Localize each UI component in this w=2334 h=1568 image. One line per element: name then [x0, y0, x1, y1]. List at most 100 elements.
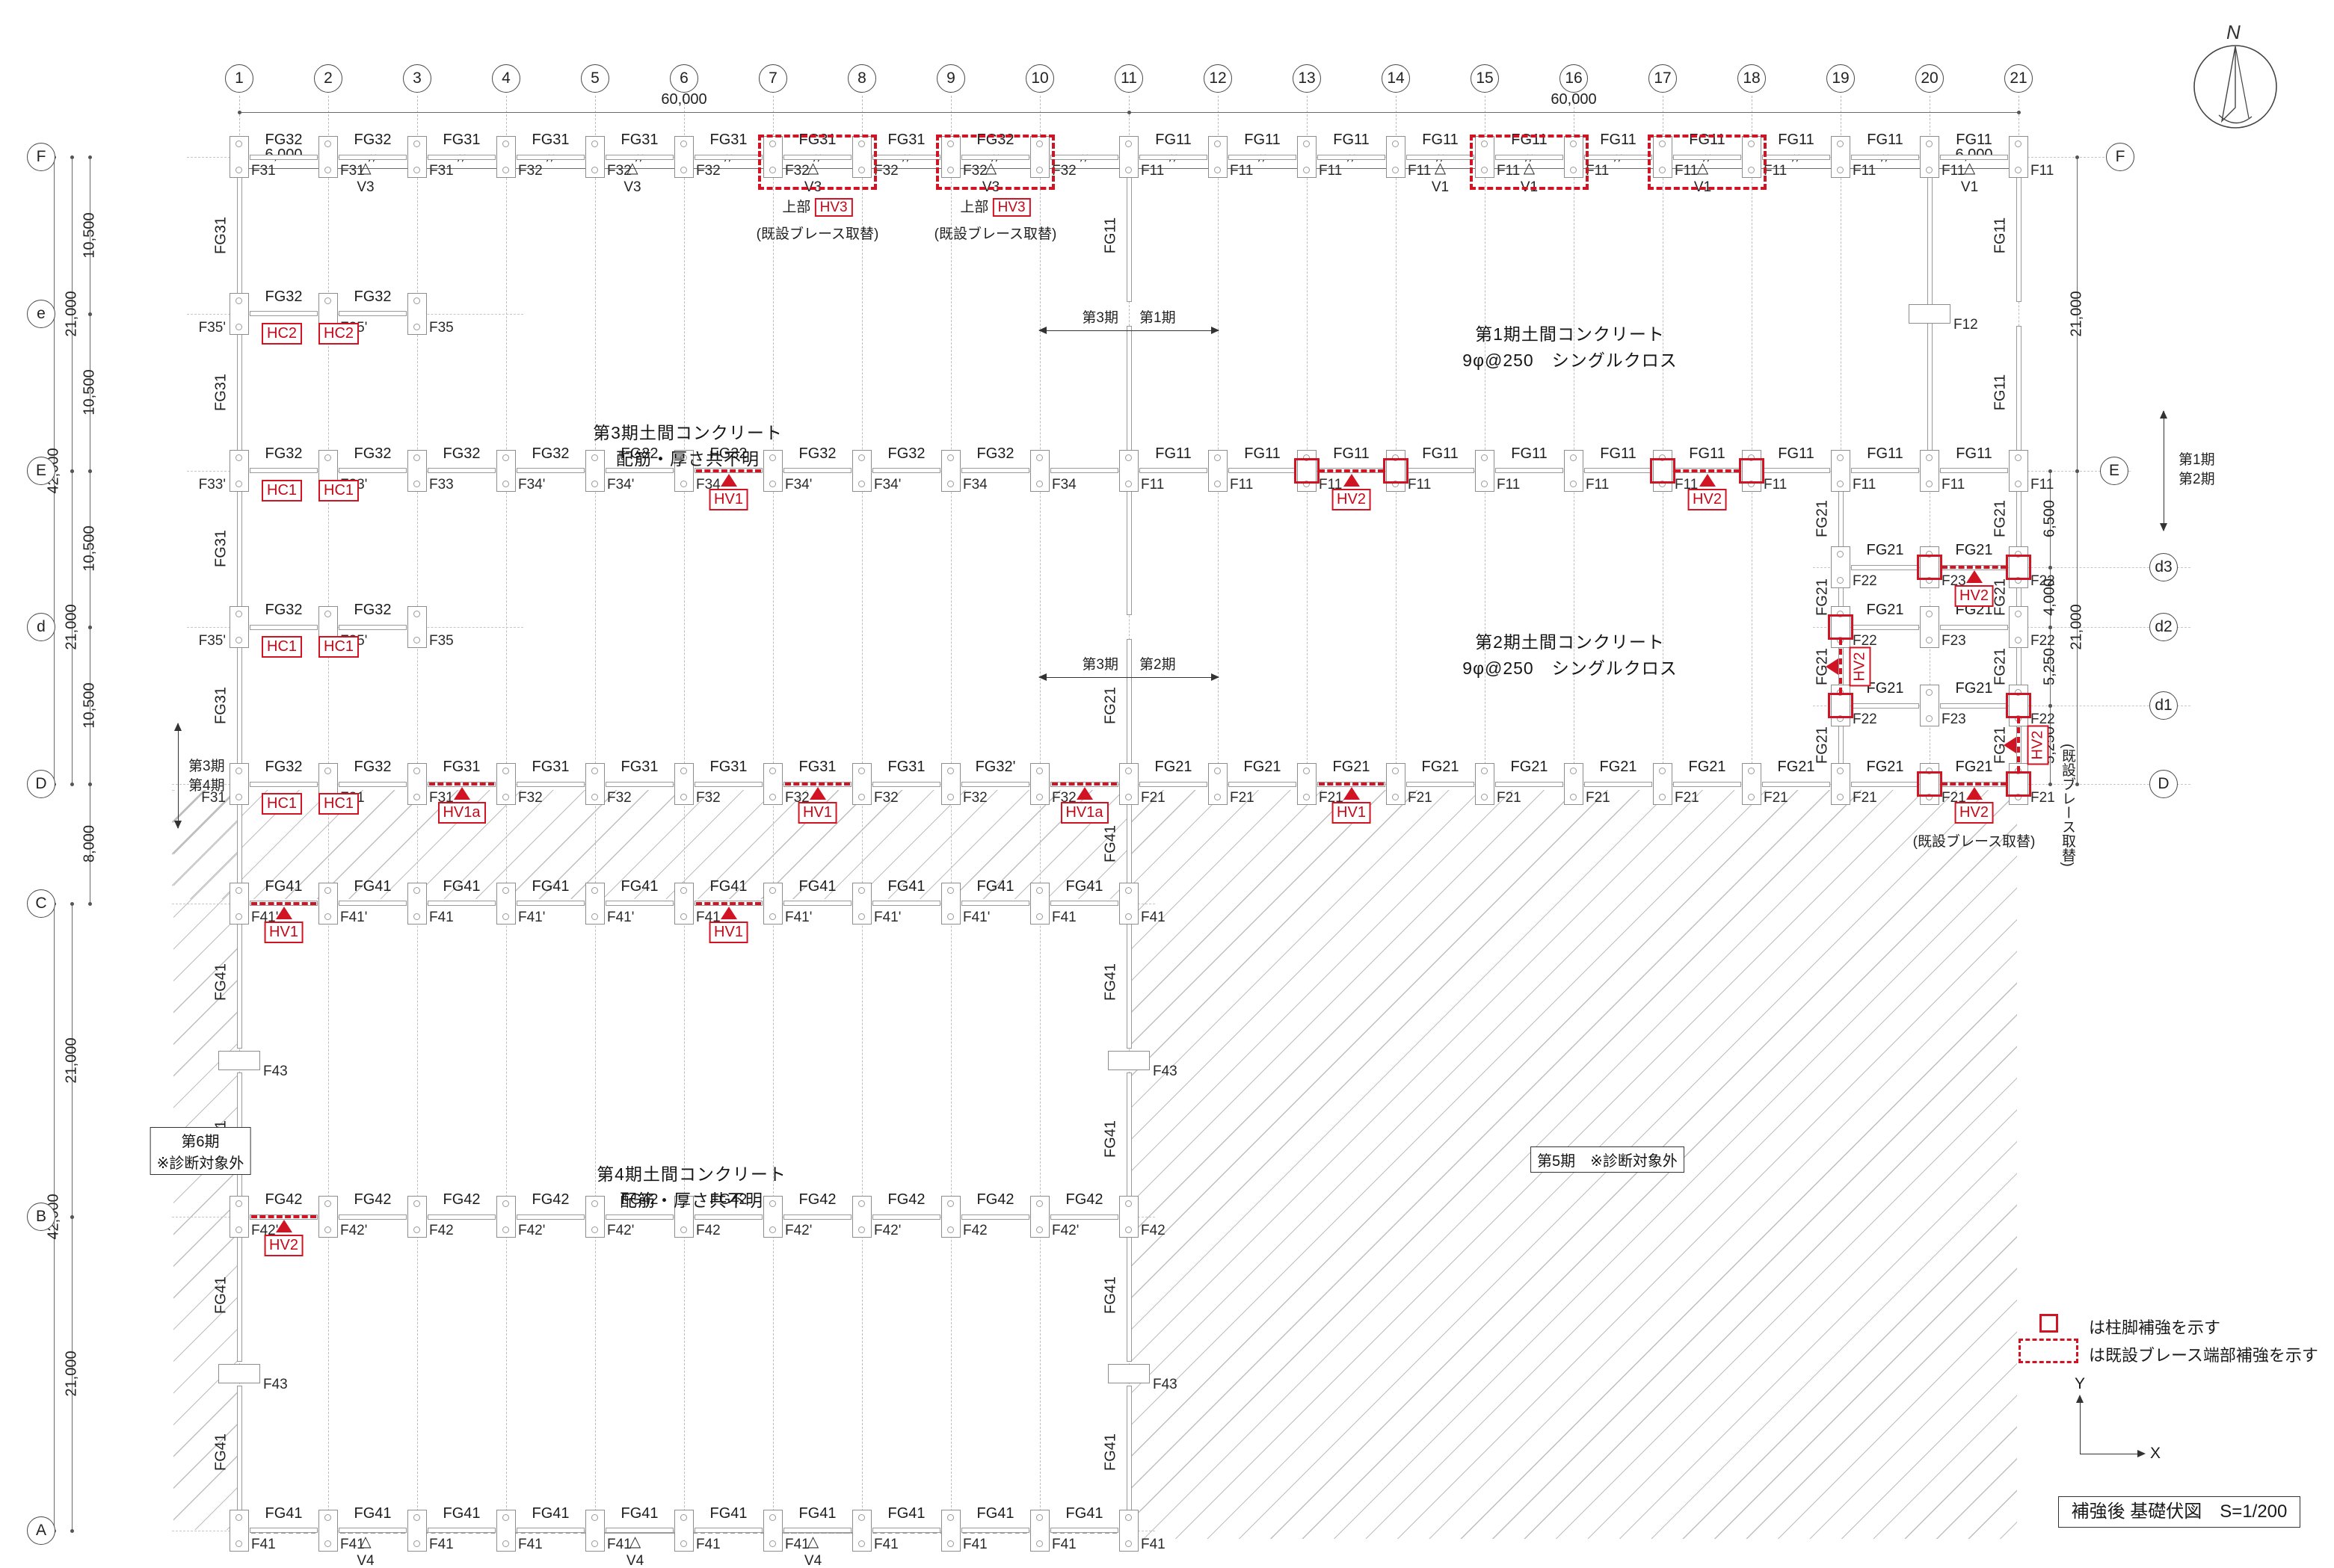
footing-F-4	[496, 136, 516, 178]
dim-dot	[2075, 469, 2079, 473]
beam-label: FG21	[1955, 542, 1993, 559]
beam-label: FG11	[1155, 445, 1192, 462]
footing-label: F32	[607, 790, 632, 806]
footing-label: F11	[1764, 476, 1788, 493]
footing-E-17	[1653, 449, 1672, 492]
footing-A-10	[1030, 1509, 1050, 1552]
footing-label: F41	[785, 1536, 810, 1552]
dim-side-label: 10,500	[81, 212, 98, 259]
beam-B-2-3	[339, 1214, 407, 1220]
beam-label: FG31	[443, 132, 481, 148]
hv-mark: HV1	[1331, 802, 1371, 824]
dim-dot	[88, 901, 92, 906]
footing-label: F11	[1675, 163, 1699, 179]
hv-triangle-icon	[275, 906, 292, 919]
footing-label: F41	[1141, 909, 1166, 925]
phase-note-line: 第5期 ※診断対象外	[1537, 1153, 1678, 1170]
grid-bubble-col-4: 4	[492, 64, 520, 93]
beam-e-2-3	[339, 311, 407, 317]
v-mark-label: V3	[623, 179, 641, 195]
footing-label: F31	[429, 163, 454, 179]
slab-note: 第1期土間コンクリート	[1475, 324, 1665, 344]
grid-bubble-col-15: 15	[1471, 64, 1499, 93]
grid-bubble-row-A-left: A	[27, 1516, 55, 1545]
beam-E-5-6	[606, 468, 674, 474]
beam-label: FG41	[1065, 1504, 1103, 1522]
slab-note: 第4期土間コンクリート	[597, 1164, 786, 1184]
footing-A-2	[318, 1509, 338, 1552]
footing-F-3	[407, 136, 427, 178]
phase-note-box: 第5期 ※診断対象外	[1530, 1146, 1684, 1173]
grid-line-col-7	[773, 96, 774, 1541]
v-mark-label: V1	[1960, 179, 1979, 195]
v-triangle-icon: △	[1963, 160, 1976, 176]
footing-label: F42	[429, 1223, 454, 1239]
dim-dot	[2048, 566, 2052, 570]
hv-brace	[1942, 783, 2007, 786]
beam-v-col11	[1126, 482, 1132, 616]
column-base-reinf-mark-E-18	[1739, 457, 1764, 484]
footing-label: F11	[1586, 163, 1610, 179]
beam-E-19-20	[1851, 468, 1919, 474]
footing-label: F34'	[607, 476, 635, 493]
v-triangle-icon: △	[1696, 160, 1709, 176]
footing-label: F21	[1319, 790, 1343, 806]
grid-bubble-col-7: 7	[759, 64, 787, 93]
footing-d3-19	[1831, 546, 1850, 589]
grid-bubble-col-13: 13	[1293, 64, 1321, 93]
hv-mark: HV1	[798, 802, 837, 824]
beam-label: FG41	[354, 1504, 392, 1522]
hv3-mark: HV3	[814, 198, 853, 217]
footing-label: F41'	[251, 909, 279, 925]
beam-label: FG11	[1244, 445, 1281, 462]
footing-label: F32	[1052, 163, 1077, 179]
phase-arrow	[1038, 673, 1219, 681]
column-base-reinf-mark-d3-21	[2006, 555, 2031, 581]
north-label: N	[2226, 21, 2241, 43]
footing-label: F21	[1675, 790, 1699, 806]
footing-F-12	[1208, 136, 1228, 178]
beam-label: FG11	[1333, 132, 1370, 148]
beam-label: FG41	[265, 1504, 303, 1522]
slab-note: 9φ@250 シングルクロス	[1462, 351, 1678, 370]
footing-label: F41	[429, 909, 454, 925]
footing-d2-20	[1920, 606, 1939, 649]
footing-C-5	[585, 882, 605, 925]
dim-line-side	[2050, 627, 2051, 706]
dim-dot	[88, 783, 92, 787]
legend-column-base-label: は柱脚補強を示す	[2089, 1318, 2221, 1337]
dim-dot	[2017, 111, 2021, 114]
footing-label: F11	[1853, 163, 1876, 179]
footing-A-7	[763, 1509, 783, 1552]
slab-note: 9φ@250 シングルクロス	[1462, 658, 1678, 678]
dim-top-total: 60,000	[1551, 91, 1597, 108]
beam-label: FG41	[443, 1504, 481, 1522]
grid-bubble-col-2: 2	[314, 64, 342, 93]
dim-dot	[88, 469, 92, 473]
beam-label: FG41	[976, 1504, 1014, 1522]
footing-B-10	[1030, 1196, 1050, 1238]
footing-label: F35'	[198, 633, 226, 649]
phase-arrow	[1038, 327, 1219, 334]
beam-C-7-8	[783, 901, 852, 907]
beam-d1-19-20	[1851, 703, 1919, 709]
footing-label: F11	[1942, 476, 1965, 493]
footing-E-15	[1475, 449, 1494, 492]
footing-F-1	[230, 136, 249, 178]
phase-label: 第2期	[2178, 472, 2215, 487]
beam-v-label: FG41	[1102, 1277, 1119, 1315]
grid-line-col-5	[595, 96, 596, 1541]
hv-triangle-icon	[453, 787, 470, 800]
beam-label: FG32	[354, 132, 392, 148]
footing-label: F42'	[1052, 1223, 1080, 1239]
beam-label: FG32	[976, 445, 1014, 462]
beam-D-11-12	[1139, 781, 1207, 787]
footing-label: F34'	[518, 476, 546, 493]
footing-E-21	[2009, 449, 2028, 492]
v-triangle-icon: △	[360, 160, 372, 176]
beam-label: FG11	[1600, 132, 1636, 148]
beam-E-14-15	[1406, 468, 1474, 474]
beam-label: FG21	[1955, 680, 1993, 697]
beam-label: FG21	[1599, 759, 1637, 776]
dim-dot	[70, 1528, 74, 1533]
